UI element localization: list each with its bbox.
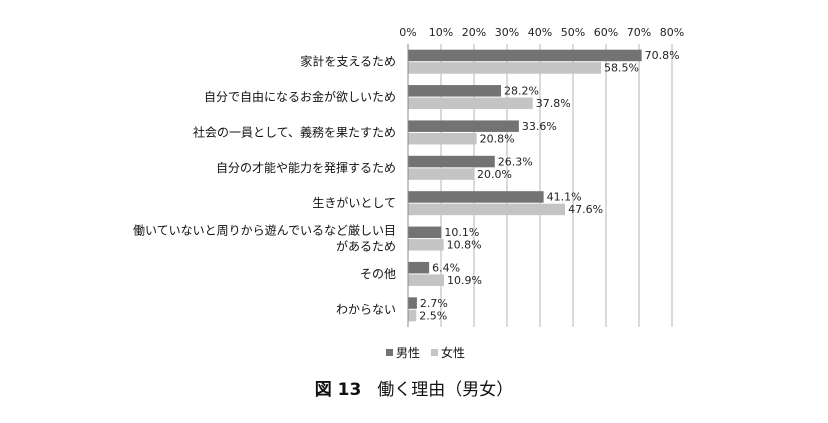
bar-female (408, 62, 602, 74)
x-tick-label: 70% (627, 26, 651, 39)
x-tick-label: 10% (429, 26, 453, 39)
x-tick-label: 20% (462, 26, 486, 39)
data-label: 20.8% (480, 132, 515, 145)
category-label: わからない (336, 302, 396, 316)
bar-female (408, 203, 566, 216)
bar-male (408, 155, 495, 168)
bar-female (408, 309, 417, 322)
data-label: 10.9% (447, 274, 482, 287)
data-label: 58.5% (604, 62, 639, 75)
data-label: 26.3% (498, 155, 533, 168)
bar-female (408, 97, 533, 110)
legend-swatch (431, 349, 438, 356)
category-label: 家計を支えるため (300, 54, 396, 69)
x-tick-label: 40% (528, 26, 552, 39)
bar-male (408, 261, 430, 274)
data-label: 20.0% (477, 168, 512, 181)
data-label: 41.1% (547, 191, 582, 204)
data-label: 6.4% (432, 261, 460, 274)
figure-caption: 図 13 働く理由（男女） (0, 375, 828, 400)
figure-title: 働く理由（男女） (377, 380, 514, 400)
data-label: 2.7% (420, 297, 448, 310)
bar-female (408, 274, 444, 286)
bar-chart: 0% 10% 20% 30% 40% 50% 60% 70% 80% 家計を支えるため 70.8% 5… (133, 26, 684, 360)
bar-female (408, 239, 444, 251)
figure-label: 図 13 (314, 380, 362, 400)
bar-male (408, 226, 442, 239)
x-tick-label: 60% (594, 26, 618, 39)
legend-label: 女性 (441, 345, 465, 360)
bar-male (408, 85, 502, 97)
x-tick-label: 0% (399, 26, 416, 39)
category-label: 自分の才能や能力を発揮するため (216, 161, 396, 175)
legend-swatch (386, 349, 393, 356)
x-tick-label: 50% (561, 26, 585, 39)
data-label: 47.6% (568, 203, 603, 216)
data-label: 70.8% (645, 49, 680, 62)
category-label: その他 (360, 267, 396, 281)
bar-female (408, 132, 477, 145)
bar-male (408, 120, 519, 132)
x-tick-label: 80% (660, 26, 684, 39)
bar-female (408, 168, 474, 180)
data-label: 2.5% (419, 309, 447, 322)
category-label: 働いていないと周りから遊んでいるなど厳しい目 (133, 223, 396, 238)
bar-male (408, 191, 544, 203)
data-label: 33.6% (522, 120, 557, 133)
data-label: 10.8% (447, 239, 482, 252)
category-label: があるため (336, 239, 396, 254)
bar-male (408, 297, 417, 309)
bar-male (408, 49, 642, 62)
category-label: 自分で自由になるお金が欲しいため (204, 89, 396, 104)
data-label: 37.8% (536, 97, 571, 110)
legend-label: 男性 (396, 346, 420, 360)
data-label: 28.2% (504, 85, 539, 98)
category-label: 生きがいとして (312, 195, 396, 210)
x-tick-label: 30% (495, 26, 519, 39)
data-label: 10.1% (444, 226, 479, 239)
category-label: 社会の一員として、義務を果たすため (193, 124, 396, 139)
